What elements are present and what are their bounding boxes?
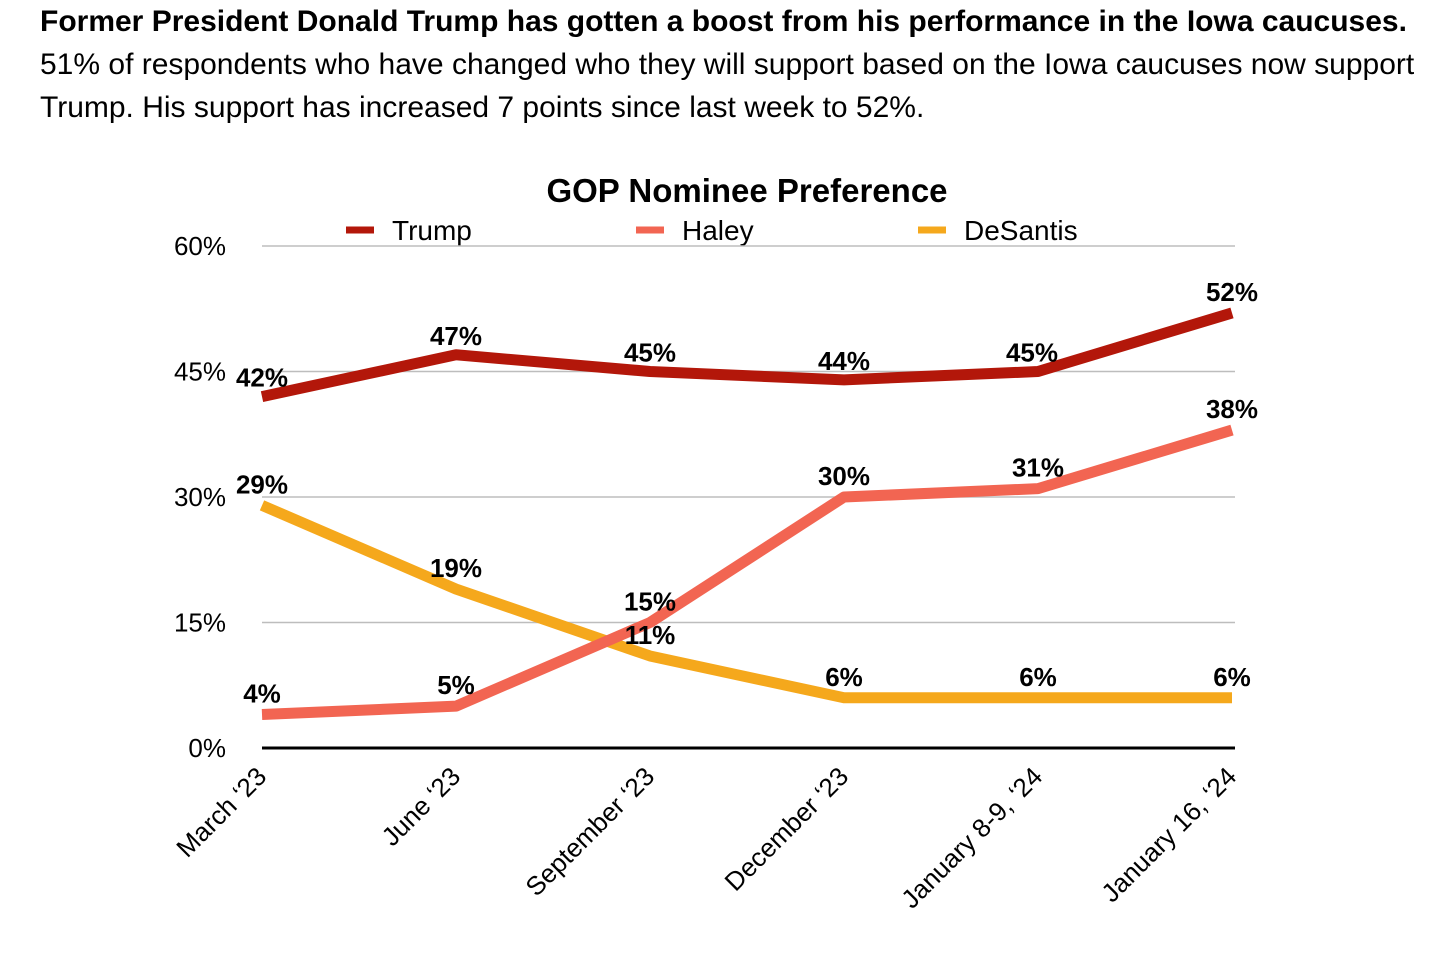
x-tick-label: January 8-9, ‘24 bbox=[895, 761, 1048, 914]
y-axis: 0% 15% 30% 45% 60% bbox=[174, 231, 226, 763]
data-label-trump: 42% bbox=[236, 363, 288, 393]
x-axis: March ‘23 June ‘23 September ‘23 December ‘… bbox=[170, 761, 1242, 914]
data-label-haley: 5% bbox=[437, 670, 475, 700]
data-label-trump: 45% bbox=[1006, 338, 1058, 368]
data-label-desantis: 6% bbox=[825, 662, 863, 692]
legend-label-trump: Trump bbox=[392, 215, 472, 246]
data-label-desantis: 19% bbox=[430, 553, 482, 583]
data-label-desantis: 6% bbox=[1213, 662, 1251, 692]
series-line-haley bbox=[261, 424, 1234, 721]
intro-paragraph: Former President Donald Trump has gotten… bbox=[40, 0, 1440, 129]
intro-rest: 51% of respondents who have changed who … bbox=[40, 48, 1415, 124]
chart-legend: Trump Haley DeSantis bbox=[346, 215, 1078, 246]
data-label-haley: 31% bbox=[1012, 453, 1064, 483]
y-tick-label: 30% bbox=[174, 482, 226, 512]
x-tick-label: March ‘23 bbox=[170, 761, 272, 863]
data-label-desantis: 11% bbox=[625, 620, 676, 650]
x-tick-label: June ‘23 bbox=[376, 761, 467, 852]
x-tick-label: September ‘23 bbox=[519, 761, 660, 902]
data-label-desantis: 6% bbox=[1019, 662, 1057, 692]
y-tick-label: 45% bbox=[174, 357, 226, 387]
chart-title: GOP Nominee Preference bbox=[546, 172, 947, 209]
data-label-trump: 52% bbox=[1206, 277, 1258, 307]
y-tick-label: 0% bbox=[188, 733, 226, 763]
series-line-desantis bbox=[259, 500, 1232, 704]
data-label-desantis: 29% bbox=[236, 469, 288, 499]
data-label-haley: 38% bbox=[1206, 394, 1258, 424]
data-label-haley: 30% bbox=[818, 461, 870, 491]
legend-label-desantis: DeSantis bbox=[964, 215, 1078, 246]
legend-label-haley: Haley bbox=[682, 215, 754, 246]
series-line-trump bbox=[260, 307, 1234, 402]
data-label-trump: 45% bbox=[624, 338, 676, 368]
data-label-trump: 44% bbox=[818, 346, 870, 376]
x-tick-label: December ‘23 bbox=[719, 761, 855, 897]
series-lines bbox=[259, 307, 1234, 721]
intro-bold: Former President Donald Trump has gotten… bbox=[40, 5, 1407, 38]
y-tick-label: 15% bbox=[174, 608, 226, 638]
data-label-haley: 15% bbox=[624, 587, 676, 617]
data-label-trump: 47% bbox=[430, 321, 482, 351]
data-label-haley: 4% bbox=[243, 679, 281, 709]
y-tick-label: 60% bbox=[174, 231, 226, 261]
data-labels: 42% 47% 45% 44% 45% 52% 4% 5% 15% 30% 31% 38% 29% 19%… bbox=[236, 277, 1258, 709]
x-tick-label: January 16, ‘24 bbox=[1095, 761, 1242, 908]
grid-lines bbox=[262, 245, 1235, 750]
